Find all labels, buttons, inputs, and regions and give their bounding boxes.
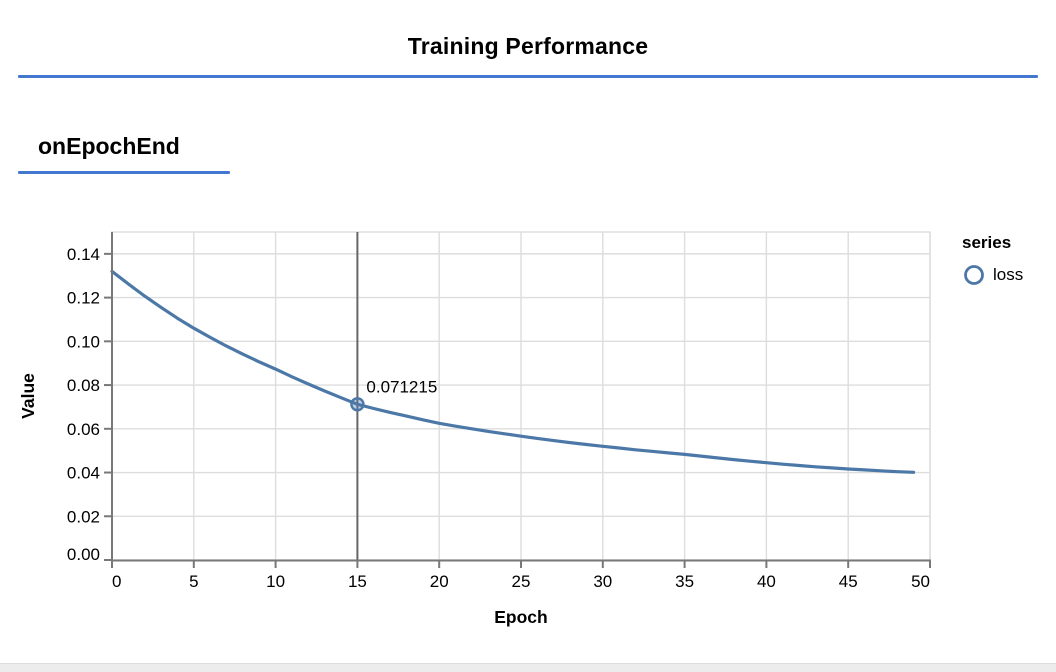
x-tick-label: 35 xyxy=(675,572,694,591)
page-title: Training Performance xyxy=(407,33,649,59)
title-divider xyxy=(18,75,1038,78)
y-tick-label: 0.08 xyxy=(67,376,100,395)
bottom-panel-edge xyxy=(0,663,1056,672)
legend-title: series xyxy=(962,233,1012,252)
x-tick-label: 45 xyxy=(839,572,858,591)
y-tick-label: 0.02 xyxy=(67,507,100,526)
highlighted-point[interactable] xyxy=(350,397,365,412)
loss-line[interactable] xyxy=(110,269,916,474)
y-axis-title: Value xyxy=(18,373,38,419)
y-tick-label: 0.00 xyxy=(67,545,100,564)
x-tick-label: 50 xyxy=(911,572,930,591)
section-heading-underline xyxy=(18,171,230,174)
x-tick-label: 15 xyxy=(348,572,367,591)
tooltip-value: 0.071215 xyxy=(366,377,437,396)
x-tick-label: 0 xyxy=(112,572,121,591)
y-tick-label: 0.10 xyxy=(67,332,100,351)
y-tick-label: 0.04 xyxy=(67,464,100,483)
y-tick-label: 0.12 xyxy=(67,289,100,308)
x-tick-label: 30 xyxy=(593,572,612,591)
x-tick-label: 10 xyxy=(266,572,285,591)
section-heading: onEpochEnd xyxy=(38,133,180,159)
legend-item-loss: loss xyxy=(962,263,1023,287)
circle-icon xyxy=(964,265,984,285)
x-tick-label: 25 xyxy=(512,572,531,591)
x-axis-title: Epoch xyxy=(494,607,547,627)
y-tick-label: 0.14 xyxy=(67,245,100,264)
x-tick-label: 5 xyxy=(189,572,198,591)
x-tick-label: 20 xyxy=(430,572,449,591)
legend-item-label: loss xyxy=(993,265,1024,284)
chart-legend: series loss xyxy=(962,233,1023,287)
x-tick-label: 40 xyxy=(757,572,776,591)
y-tick-label: 0.06 xyxy=(67,420,100,439)
